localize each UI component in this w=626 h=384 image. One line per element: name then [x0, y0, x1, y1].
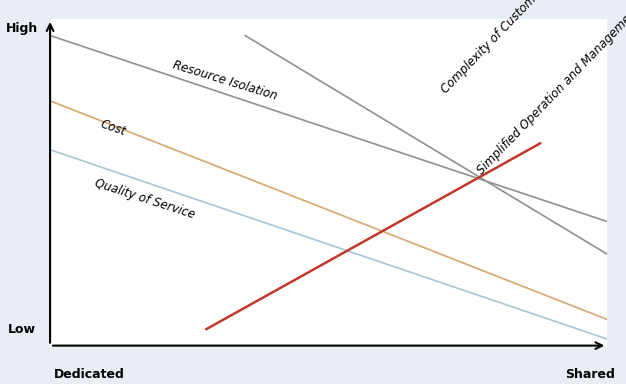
Text: Resource Isolation: Resource Isolation [171, 59, 279, 103]
Text: Shared: Shared [565, 369, 615, 381]
Text: Quality of Service: Quality of Service [93, 176, 196, 221]
Text: Dedicated: Dedicated [54, 369, 125, 381]
Text: Simplified Operation and Management: Simplified Operation and Management [475, 4, 626, 177]
Text: Complexity of Customization: Complexity of Customization [438, 0, 566, 96]
Text: Cost: Cost [98, 118, 127, 138]
Text: High: High [6, 23, 38, 35]
Text: Low: Low [8, 323, 36, 336]
